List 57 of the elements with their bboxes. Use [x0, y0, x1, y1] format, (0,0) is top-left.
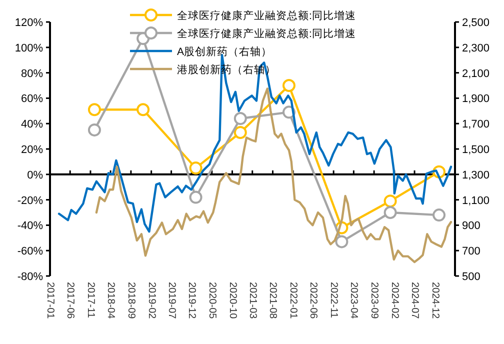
point — [335, 235, 348, 248]
legend-label: 全球医疗健康产业融资总额:同比增速 — [177, 27, 356, 40]
point — [189, 162, 202, 175]
y2-tick-label: 2,300 — [462, 42, 490, 54]
point — [88, 103, 101, 116]
y-tick-label: 40% — [20, 118, 44, 131]
legend-label: A股创新药（右轴） — [177, 45, 272, 58]
y2-tick-label: 900 — [462, 220, 480, 232]
point — [189, 190, 202, 204]
y-tick-label: -60% — [17, 246, 44, 258]
point — [384, 194, 397, 208]
x-tick-label: 2017-11 — [84, 282, 96, 318]
x-tick-label: 2020-05 — [206, 282, 218, 320]
x-tick-label: 2017-06 — [64, 282, 76, 320]
point — [282, 79, 296, 92]
point — [136, 103, 150, 116]
x-tick-label: 2022-01 — [288, 282, 299, 320]
y-tick-label: 100% — [14, 42, 44, 54]
y-tick-label: 20% — [20, 144, 44, 156]
x-tick-label: 2018-04 — [105, 282, 116, 320]
y-tick-label: -40% — [17, 220, 44, 232]
x-tick-label: 2023-04 — [348, 282, 360, 320]
x-tick-label: 2017-01 — [44, 282, 56, 320]
x-tick-label: 2024-07 — [409, 282, 420, 320]
x-tick-label: 2018-09 — [125, 282, 136, 320]
y-tick-label: 120% — [14, 17, 44, 29]
x-tick-label: 2020-10 — [226, 282, 238, 320]
x-tick-label: 2022-06 — [308, 282, 319, 320]
y2-tick-label: 1,900 — [462, 93, 490, 106]
legend-label: 全球医疗健康产业融资总额:同比增速 — [177, 9, 356, 22]
x-tick-label: 2021-08 — [267, 282, 278, 320]
x-tick-label: 2019-02 — [146, 282, 157, 320]
y-tick-label: -20% — [17, 194, 44, 207]
y2-tick-label: 2,100 — [462, 68, 490, 80]
point — [234, 112, 247, 126]
x-tick-label: 2019-07 — [166, 282, 177, 320]
y2-tick-label: 500 — [462, 271, 480, 283]
point — [432, 208, 446, 222]
x-tick-label: 2022-11 — [328, 282, 340, 318]
y-tick-label: 60% — [20, 93, 44, 106]
y2-tick-label: 700 — [462, 246, 480, 258]
y-tick-label: 80% — [20, 68, 44, 80]
y-tick-label: 0% — [27, 169, 44, 182]
x-tick-label: 2024-02 — [388, 282, 400, 320]
y2-tick-label: 1,700 — [462, 118, 490, 131]
x-tick-label: 2021-03 — [246, 282, 258, 320]
point — [234, 126, 247, 139]
y2-tick-label: 1,100 — [462, 194, 490, 207]
y2-tick-label: 1,500 — [462, 144, 490, 156]
x-tick-label: 2023-09 — [368, 282, 380, 320]
point — [384, 206, 397, 219]
y-tick-label: -80% — [17, 271, 44, 283]
point — [88, 123, 101, 136]
x-tick-label: 2019-12 — [186, 282, 198, 320]
x-tick-label: 2024-12 — [429, 282, 440, 320]
y2-tick-label: 1,300 — [462, 169, 490, 182]
y2-tick-label: 2,500 — [462, 17, 490, 29]
